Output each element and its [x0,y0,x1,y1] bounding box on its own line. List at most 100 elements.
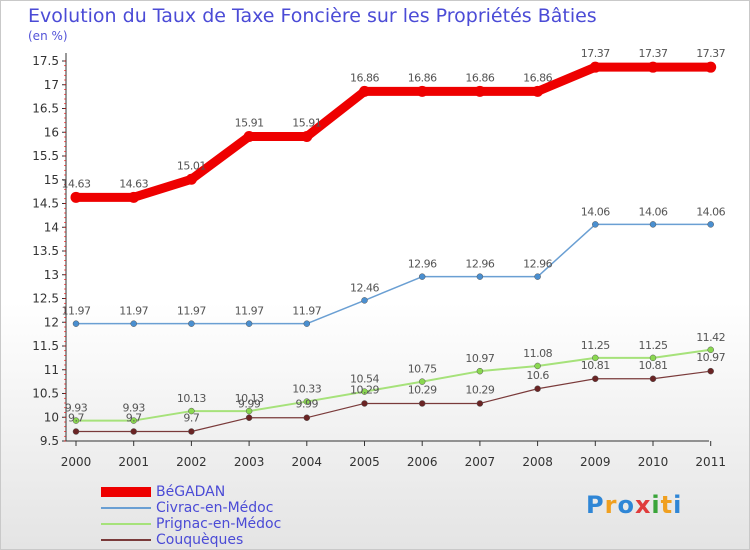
data-label: 10.13 [177,392,206,405]
data-label: 15.01 [177,159,206,172]
data-label: 16.86 [465,71,494,84]
data-point [361,400,368,407]
unit-label: (en %) [28,29,68,43]
data-label: 11.97 [177,305,206,318]
data-label: 9.99 [296,398,319,411]
legend-label: BéGADAN [156,484,226,500]
legend-swatch [101,539,151,541]
data-point [476,367,484,375]
legend-item: BéGADAN [101,484,361,501]
data-label: 10.81 [639,359,668,372]
data-point [592,221,599,228]
x-tick-label: 2000 [61,455,92,469]
series-line-1 [75,223,712,325]
x-tick-label: 2010 [638,455,669,469]
data-point [649,354,657,362]
data-point [534,273,541,280]
data-point [359,85,370,97]
data-point [188,407,195,415]
x-tick-label: 2008 [522,455,553,469]
data-label: 10.97 [465,352,494,365]
data-point [707,346,714,354]
data-label: 11.42 [696,331,725,344]
data-point [303,398,311,405]
data-label: 11.25 [639,339,668,352]
data-label: 14.63 [119,177,148,190]
data-point [705,61,717,73]
data-label: 10.6 [526,369,549,382]
data-point [416,85,428,97]
data-point [534,385,541,392]
data-label: 11.97 [119,305,148,318]
data-point [592,354,599,362]
y-tick-label: 13 [44,268,59,282]
x-tick-label: 2006 [407,455,438,469]
data-point [185,173,197,185]
data-label: 10.54 [350,373,379,386]
series-line-3 [75,370,712,433]
data-label: 15.91 [292,117,321,130]
y-tick-label: 12 [44,315,59,329]
data-point [532,85,544,97]
data-point [245,414,253,421]
data-label: 16.86 [408,71,437,84]
x-tick-label: 2009 [580,455,611,469]
y-tick-label: 14.5 [32,197,59,211]
data-label: 9.7 [183,412,199,425]
data-label: 11.97 [235,305,264,318]
y-tick-label: 16.5 [32,102,59,116]
legend-label: Civrac-en-Médoc [156,500,274,516]
data-label: 14.06 [581,205,610,218]
data-point [534,362,541,370]
data-label: 16.86 [523,71,552,84]
data-label: 9.99 [238,398,261,411]
legend-item: Civrac-en-Médoc [101,500,361,517]
data-label: 10.29 [465,383,494,396]
legend-swatch [101,487,151,497]
y-tick-label: 12.5 [32,292,59,306]
data-point [649,221,657,228]
data-label: 10.29 [408,383,437,396]
series-line-0 [71,62,716,202]
data-point [361,297,368,304]
data-point [303,414,311,421]
data-label: 17.37 [581,47,610,60]
data-point [72,320,80,327]
data-point [418,378,426,385]
data-point [707,221,714,228]
x-tick-label: 2011 [695,455,726,469]
data-point [303,320,311,327]
data-label: 15.91 [235,117,264,130]
data-label: 10.29 [350,383,379,396]
proxiti-logo: Proxiti [586,491,683,519]
data-point [361,388,368,395]
data-label: 11.08 [523,347,552,360]
data-point [72,428,80,435]
data-label: 10.33 [292,383,321,396]
data-point [474,85,486,97]
legend-label: Couquèques [156,532,244,548]
data-label: 14.63 [62,177,91,190]
data-point [647,61,659,73]
data-point [649,375,657,383]
y-tick-label: 11 [44,363,59,377]
data-label: 17.37 [696,47,725,60]
data-point [245,407,253,415]
x-tick-label: 2001 [118,455,149,469]
y-tick-label: 11.5 [32,339,59,353]
data-point [70,191,82,203]
y-tick-label: 14 [44,220,59,234]
y-tick-label: 15.5 [32,149,59,163]
data-point [188,320,195,327]
data-point [72,417,80,424]
y-tick-label: 13.5 [32,244,59,258]
x-tick-label: 2005 [349,455,380,469]
data-label: 10.97 [696,351,725,364]
data-point [418,273,426,280]
legend-swatch [101,523,151,525]
data-point [188,428,195,435]
data-label: 12.96 [523,258,552,271]
data-label: 17.37 [639,47,668,60]
data-label: 14.06 [639,205,668,218]
